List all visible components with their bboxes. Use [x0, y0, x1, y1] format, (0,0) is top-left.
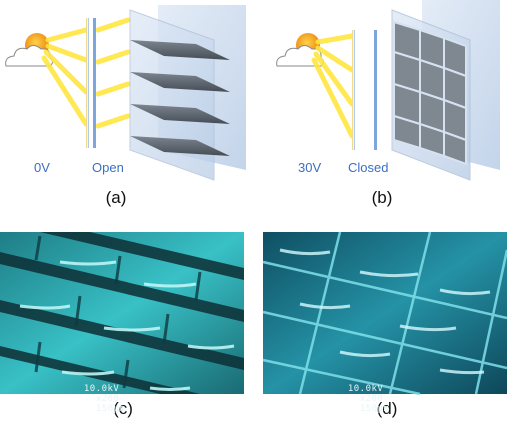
sem-voltage: 10.0kV	[83, 384, 120, 394]
panel-d-sem-info: 10.0kV x200 150µm	[336, 374, 389, 416]
sem-magnification: x200	[95, 394, 120, 404]
panel-b-illustration	[276, 0, 500, 181]
sem-voltage: 10.0kV	[347, 384, 384, 394]
sem-scale: 150µm	[359, 404, 390, 414]
panel-c-caption: (c)	[113, 399, 133, 418]
electrode-strips-a	[86, 18, 96, 148]
panel-a-state: Open	[92, 160, 124, 175]
closed-louver-grid	[393, 20, 467, 166]
sun-rays-a	[41, 17, 131, 129]
panel-a-voltage: 0V	[34, 160, 50, 175]
sem-magnification: x200	[359, 394, 384, 404]
panel-a-illustration	[5, 5, 246, 181]
sun-rays-b	[311, 33, 355, 139]
electrode-strips-b	[352, 30, 377, 150]
panel-b-caption: (b)	[371, 188, 393, 207]
panel-d-caption: (d)	[376, 399, 398, 418]
sun-cloud-icon	[5, 33, 53, 67]
sem-scale: 150µm	[95, 404, 126, 414]
panel-d-sem-image	[262, 231, 507, 396]
panel-b-state: Closed	[348, 160, 389, 175]
panel-b-voltage: 30V	[298, 160, 322, 175]
panel-a-caption: (a)	[105, 188, 127, 207]
open-louvers	[130, 40, 230, 156]
panel-c-sem-info: 10.0kV x200 150µm	[72, 374, 125, 416]
panel-c-sem-image	[0, 232, 244, 394]
